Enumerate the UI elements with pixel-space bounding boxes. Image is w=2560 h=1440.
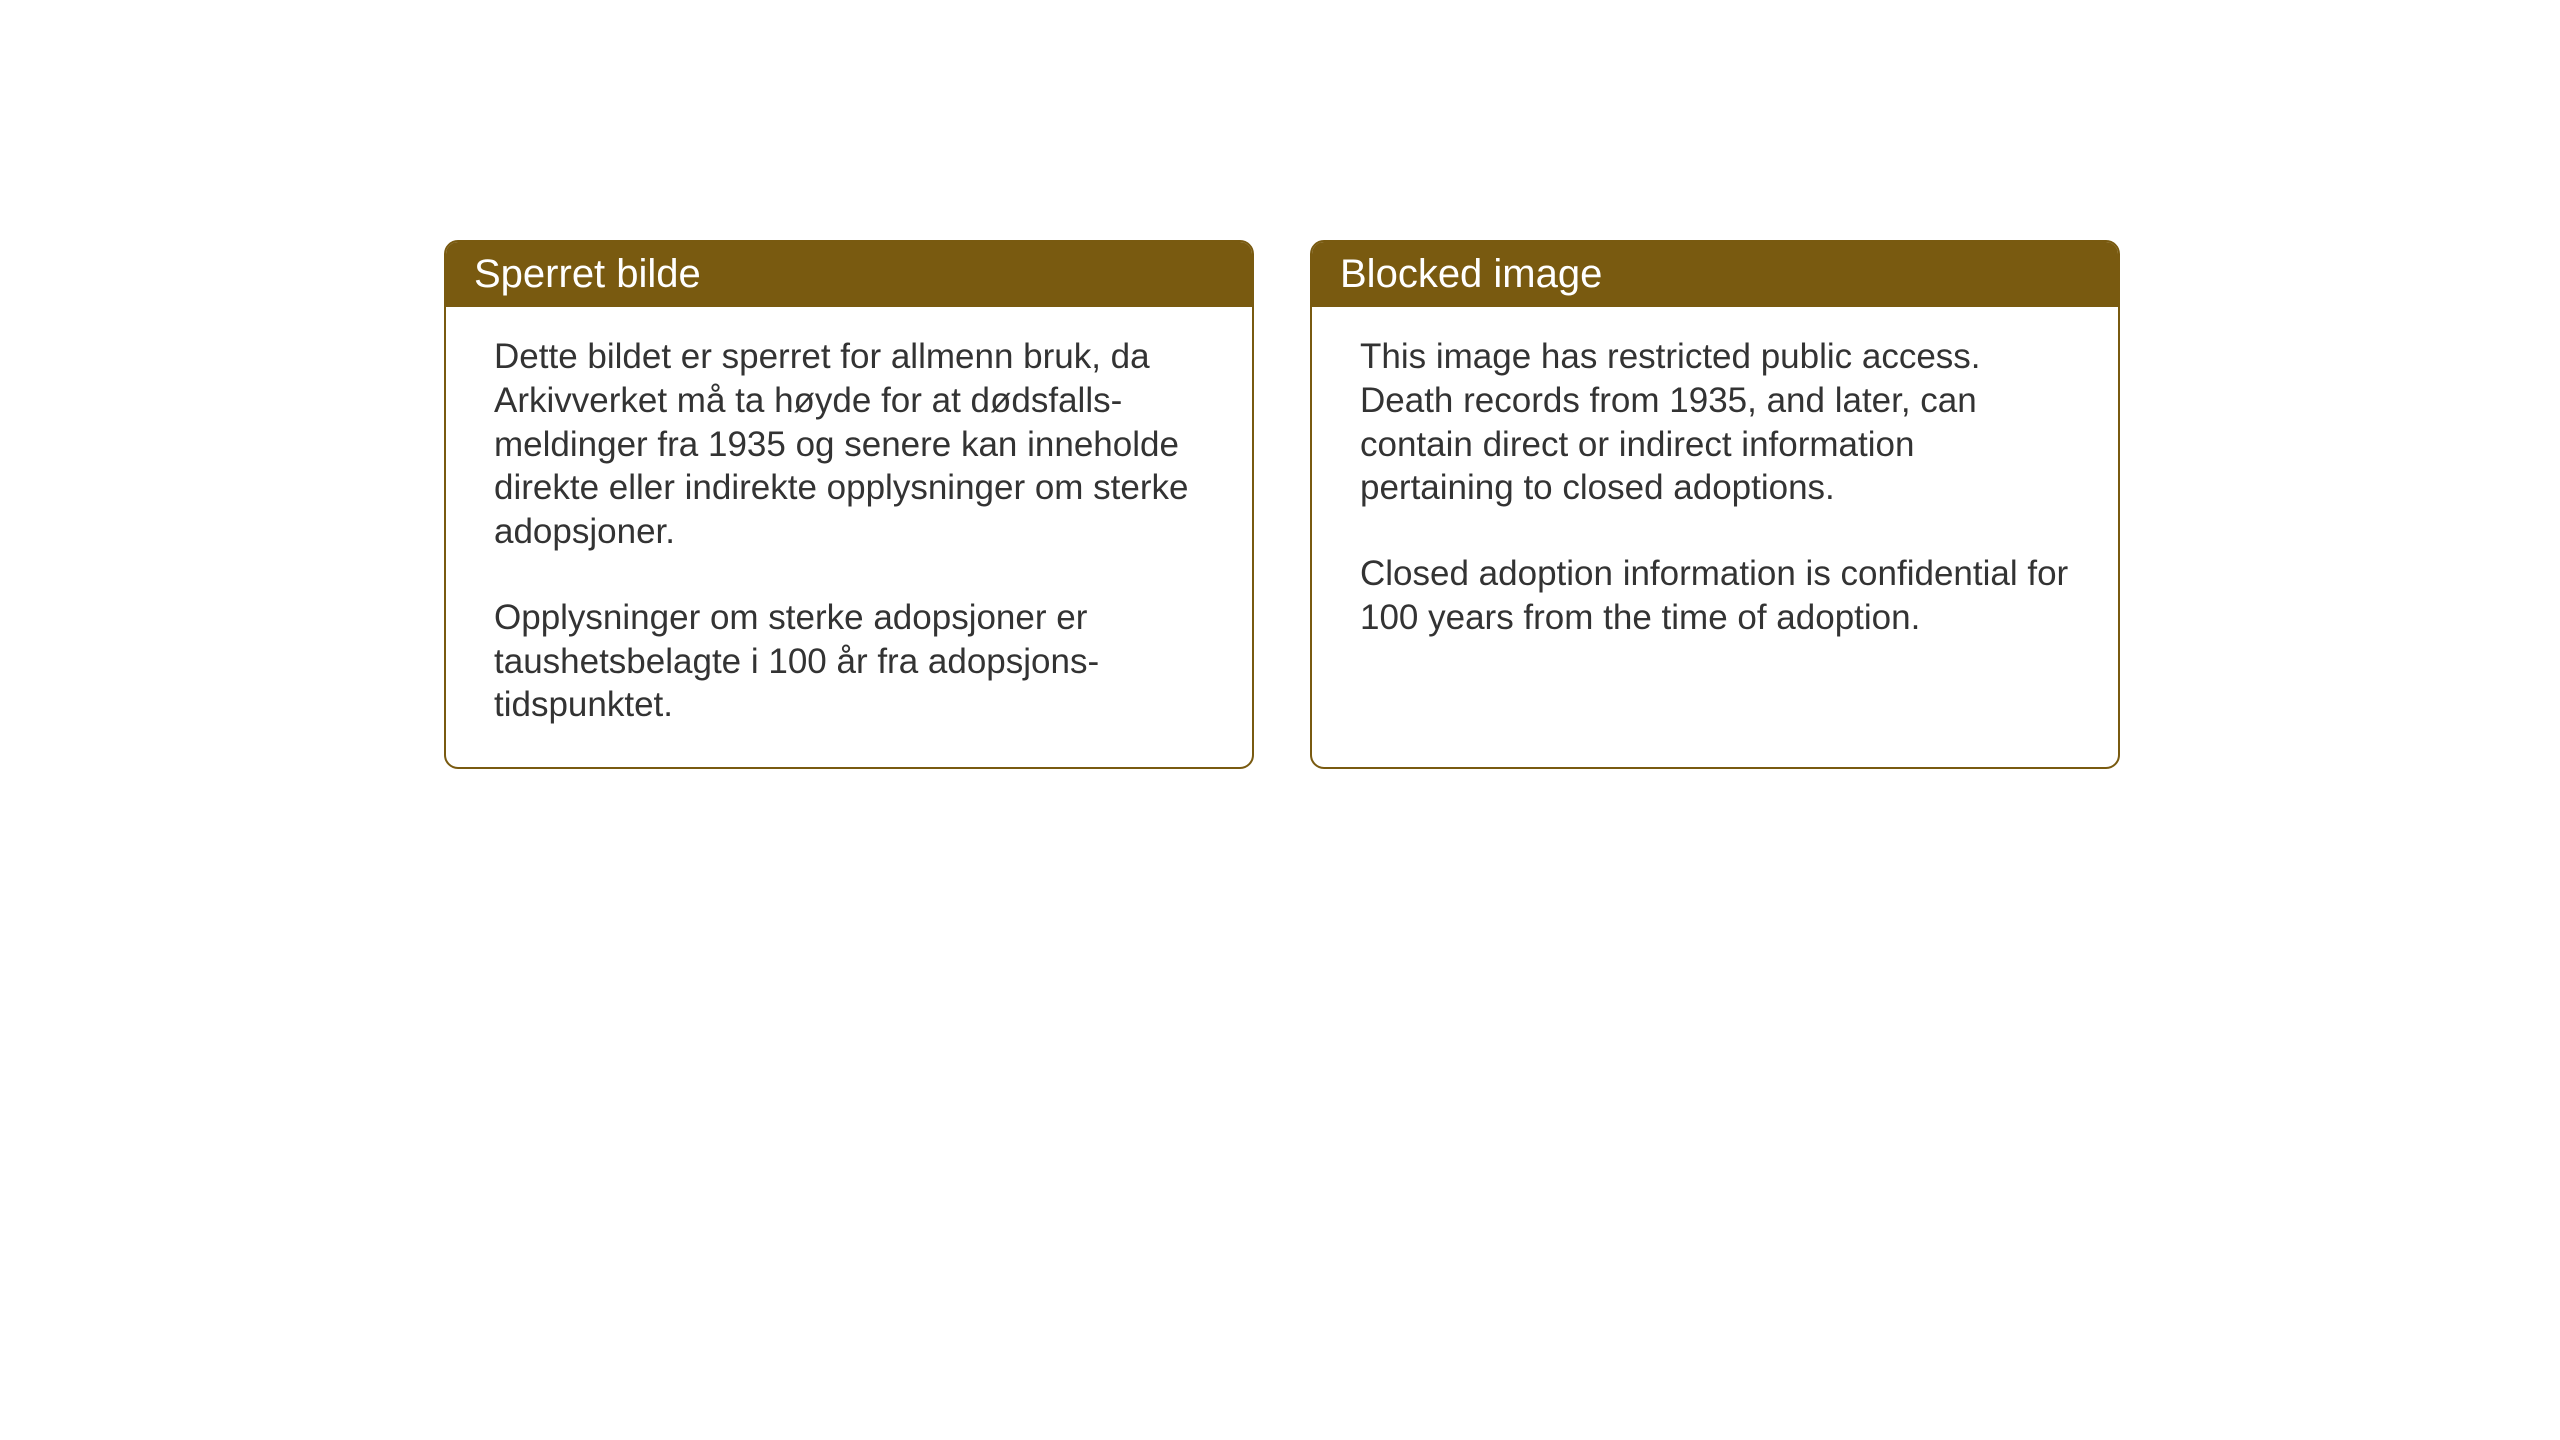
english-paragraph-2: Closed adoption information is confident…: [1360, 552, 2070, 640]
english-paragraph-1: This image has restricted public access.…: [1360, 335, 2070, 510]
norwegian-card-body: Dette bildet er sperret for allmenn bruk…: [446, 307, 1252, 767]
notice-container: Sperret bilde Dette bildet er sperret fo…: [0, 0, 2560, 769]
english-card-title: Blocked image: [1312, 242, 2118, 307]
norwegian-card: Sperret bilde Dette bildet er sperret fo…: [444, 240, 1254, 769]
norwegian-card-title: Sperret bilde: [446, 242, 1252, 307]
norwegian-paragraph-2: Opplysninger om sterke adopsjoner er tau…: [494, 596, 1204, 727]
english-card: Blocked image This image has restricted …: [1310, 240, 2120, 769]
norwegian-paragraph-1: Dette bildet er sperret for allmenn bruk…: [494, 335, 1204, 554]
english-card-body: This image has restricted public access.…: [1312, 307, 2118, 680]
